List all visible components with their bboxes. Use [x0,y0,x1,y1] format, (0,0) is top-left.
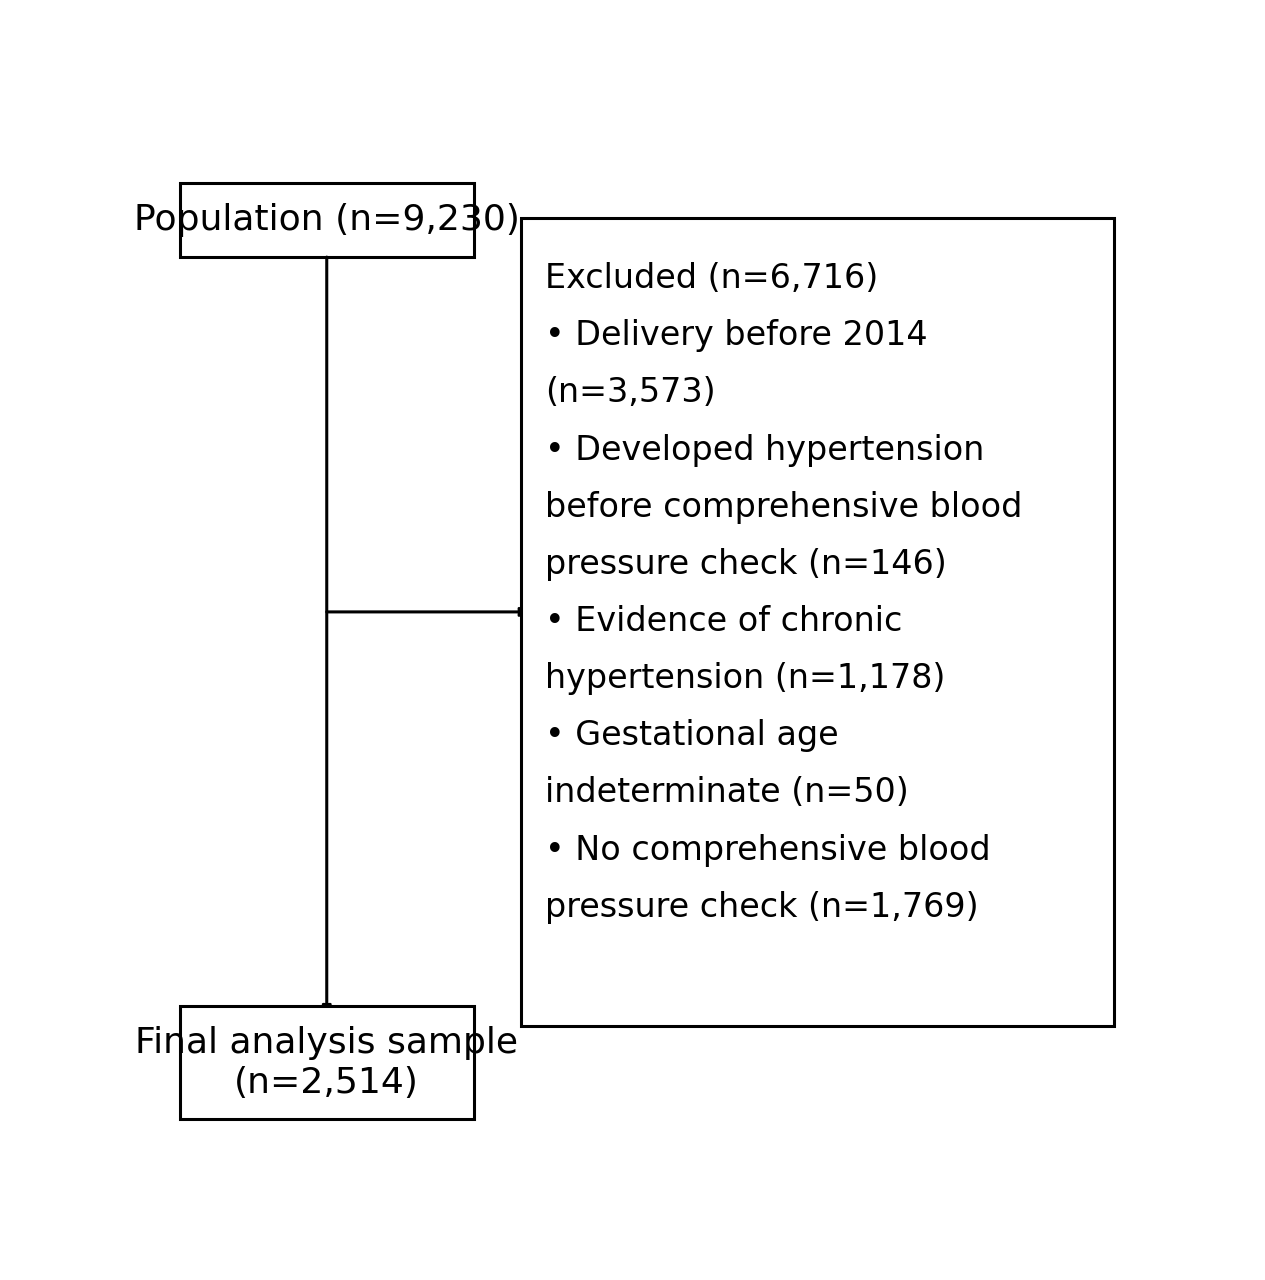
Text: • Delivery before 2014: • Delivery before 2014 [545,319,929,352]
Text: pressure check (n=146): pressure check (n=146) [545,548,947,581]
Text: • Developed hypertension: • Developed hypertension [545,434,984,466]
Text: (n=3,573): (n=3,573) [545,376,716,410]
Bar [521,218,1114,1025]
Text: indeterminate (n=50): indeterminate (n=50) [545,777,910,809]
Text: Excluded (n=6,716): Excluded (n=6,716) [545,262,879,294]
Text: Final analysis sample
(n=2,514): Final analysis sample (n=2,514) [135,1027,519,1100]
Bar [180,183,474,257]
Text: pressure check (n=1,769): pressure check (n=1,769) [545,891,979,924]
Text: before comprehensive blood: before comprehensive blood [545,490,1022,524]
Text: • Gestational age: • Gestational age [545,719,839,753]
Text: hypertension (n=1,178): hypertension (n=1,178) [545,662,946,695]
Text: Population (n=9,230): Population (n=9,230) [134,204,520,237]
Text: • No comprehensive blood: • No comprehensive blood [545,833,990,867]
Bar [180,1006,474,1120]
Text: • Evidence of chronic: • Evidence of chronic [545,605,903,637]
